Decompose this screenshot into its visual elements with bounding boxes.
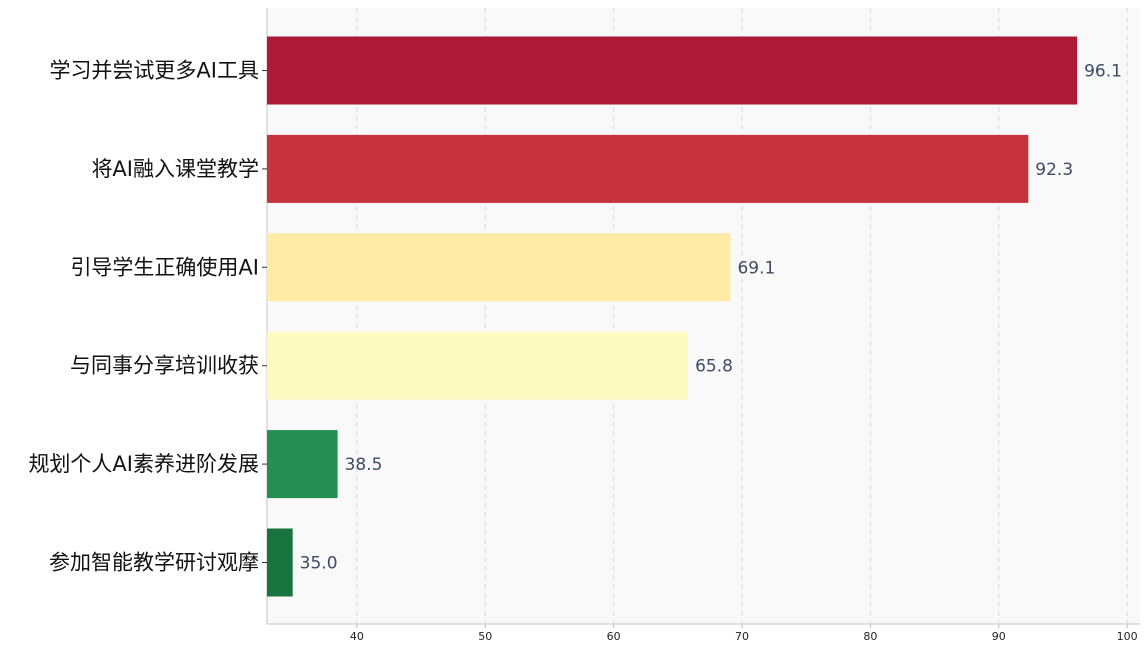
data-label: 96.1 xyxy=(1084,62,1122,82)
data-label: 35.0 xyxy=(300,554,338,574)
x-tick-label: 80 xyxy=(863,630,877,643)
category-label: 将AI融入课堂教学 xyxy=(91,157,259,181)
x-tick-label: 50 xyxy=(478,630,492,643)
data-label: 65.8 xyxy=(695,357,733,377)
bar xyxy=(267,233,731,302)
x-tick-label: 90 xyxy=(992,630,1006,643)
bar xyxy=(267,528,293,597)
bar xyxy=(267,134,1029,203)
x-tick-label: 70 xyxy=(735,630,749,643)
x-tick-label: 60 xyxy=(607,630,621,643)
x-tick-label: 40 xyxy=(350,630,364,643)
category-label: 引导学生正确使用AI xyxy=(70,255,259,279)
data-label: 92.3 xyxy=(1035,160,1073,180)
category-label: 学习并尝试更多AI工具 xyxy=(49,59,259,83)
bar xyxy=(267,430,338,499)
bar xyxy=(267,36,1078,105)
category-label: 参加智能教学研讨观摩 xyxy=(49,551,259,575)
plot-background xyxy=(267,8,1140,624)
x-tick-label: 100 xyxy=(1117,630,1138,643)
bar xyxy=(267,331,689,400)
data-label: 69.1 xyxy=(737,258,775,278)
category-label: 规划个人AI素养进阶发展 xyxy=(28,452,259,476)
category-label: 与同事分享培训收获 xyxy=(70,354,259,378)
data-label: 38.5 xyxy=(345,455,383,475)
